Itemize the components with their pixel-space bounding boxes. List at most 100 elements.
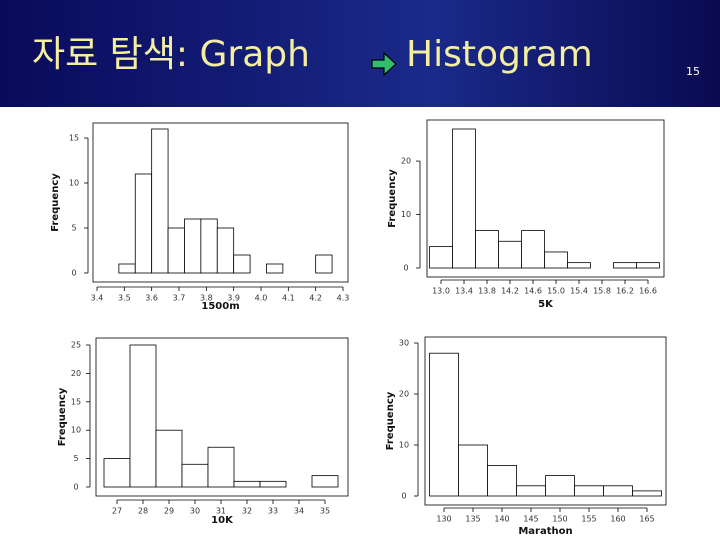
x-tick-label: 31 bbox=[216, 507, 226, 516]
bar bbox=[521, 230, 545, 269]
x-tick-label: 16.6 bbox=[639, 287, 657, 296]
x-tick-label: 15.8 bbox=[593, 287, 611, 296]
bar bbox=[487, 464, 517, 497]
bar bbox=[266, 263, 284, 274]
y-tick-label: 20 bbox=[71, 369, 81, 378]
x-tick-label: 35 bbox=[320, 507, 330, 516]
x-tick-label: 140 bbox=[494, 515, 509, 524]
bar bbox=[613, 262, 637, 269]
x-axis-label: 10K bbox=[211, 515, 234, 526]
y-axis-label: Frequency bbox=[57, 387, 68, 446]
bar bbox=[118, 263, 136, 274]
bar bbox=[516, 485, 546, 497]
x-tick-label: 3.6 bbox=[145, 294, 158, 303]
y-axis-label: Frequency bbox=[385, 391, 396, 450]
y-tick-label: 10 bbox=[399, 441, 409, 450]
y-tick-label: 0 bbox=[71, 269, 76, 278]
plot-frame bbox=[426, 119, 665, 278]
y-tick-label: 0 bbox=[401, 492, 406, 501]
x-axis-label: 1500m bbox=[201, 301, 239, 312]
x-tick-label: 27 bbox=[112, 507, 122, 516]
bar bbox=[574, 485, 604, 497]
bar bbox=[475, 230, 499, 269]
y-tick-label: 5 bbox=[71, 224, 76, 233]
x-axis-label: Marathon bbox=[518, 526, 572, 537]
y-tick-label: 0 bbox=[73, 483, 78, 492]
bar bbox=[429, 246, 453, 269]
bar bbox=[134, 173, 153, 274]
bar bbox=[155, 429, 183, 488]
x-tick-label: 4.2 bbox=[309, 294, 322, 303]
x-tick-label: 160 bbox=[610, 515, 625, 524]
slide-title: Histogram bbox=[406, 34, 593, 75]
x-tick-label: 3.8 bbox=[200, 294, 213, 303]
x-tick-label: 3.5 bbox=[118, 294, 131, 303]
slide-title: 자료 탐색: Graph bbox=[32, 34, 310, 75]
bar bbox=[567, 262, 591, 269]
bar bbox=[151, 128, 169, 274]
bar bbox=[498, 240, 522, 269]
bar bbox=[452, 128, 476, 269]
y-tick-label: 10 bbox=[71, 426, 81, 435]
bar bbox=[545, 475, 575, 497]
x-tick-label: 135 bbox=[465, 515, 480, 524]
x-tick-label: 15.0 bbox=[547, 287, 565, 296]
x-tick-label: 29 bbox=[164, 507, 174, 516]
bar bbox=[315, 254, 333, 274]
bar bbox=[233, 254, 251, 274]
bar bbox=[458, 444, 488, 497]
bar bbox=[129, 344, 157, 488]
bar bbox=[200, 218, 218, 274]
bar bbox=[259, 480, 287, 488]
y-tick-label: 15 bbox=[71, 397, 81, 406]
bar bbox=[216, 227, 235, 274]
x-tick-label: 32 bbox=[242, 507, 252, 516]
x-tick-label: 3.4 bbox=[91, 294, 104, 303]
bar bbox=[233, 480, 261, 488]
x-tick-label: 14.2 bbox=[501, 287, 519, 296]
y-axis-label: Frequency bbox=[387, 169, 398, 228]
bar bbox=[429, 352, 459, 497]
y-tick-label: 5 bbox=[73, 454, 78, 463]
bar bbox=[207, 446, 235, 488]
bar bbox=[311, 475, 339, 488]
arrow-icon bbox=[371, 51, 397, 77]
x-tick-label: 13.0 bbox=[432, 287, 450, 296]
x-tick-label: 34 bbox=[294, 507, 304, 516]
x-tick-label: 150 bbox=[552, 515, 567, 524]
x-tick-label: 28 bbox=[138, 507, 148, 516]
y-tick-label: 15 bbox=[69, 134, 79, 143]
page-number: 15 bbox=[686, 65, 700, 78]
plot-frame bbox=[92, 122, 349, 283]
x-tick-label: 4.1 bbox=[282, 294, 295, 303]
plot-frame bbox=[95, 337, 349, 497]
x-tick-label: 165 bbox=[639, 515, 654, 524]
x-tick-label: 4.3 bbox=[337, 294, 350, 303]
y-tick-label: 10 bbox=[69, 179, 79, 188]
y-tick-label: 20 bbox=[401, 157, 411, 166]
x-tick-label: 14.6 bbox=[524, 287, 542, 296]
bar bbox=[184, 218, 202, 274]
bar bbox=[544, 251, 568, 269]
bar bbox=[103, 458, 131, 488]
y-tick-label: 30 bbox=[399, 339, 409, 348]
x-tick-label: 4.0 bbox=[255, 294, 268, 303]
x-tick-label: 155 bbox=[581, 515, 596, 524]
bar bbox=[603, 485, 633, 497]
bar bbox=[167, 227, 185, 274]
x-tick-label: 33 bbox=[268, 507, 278, 516]
plot-frame bbox=[424, 336, 667, 506]
x-tick-label: 30 bbox=[190, 507, 200, 516]
y-tick-label: 20 bbox=[399, 390, 409, 399]
y-tick-label: 0 bbox=[403, 264, 408, 273]
bar bbox=[636, 262, 660, 269]
x-tick-label: 13.8 bbox=[478, 287, 496, 296]
x-tick-label: 145 bbox=[523, 515, 538, 524]
x-tick-label: 15.4 bbox=[570, 287, 588, 296]
bar bbox=[632, 490, 662, 497]
y-tick-label: 25 bbox=[71, 341, 81, 350]
x-tick-label: 3.7 bbox=[173, 294, 186, 303]
x-tick-label: 3.9 bbox=[227, 294, 240, 303]
y-axis-label: Frequency bbox=[50, 173, 61, 232]
